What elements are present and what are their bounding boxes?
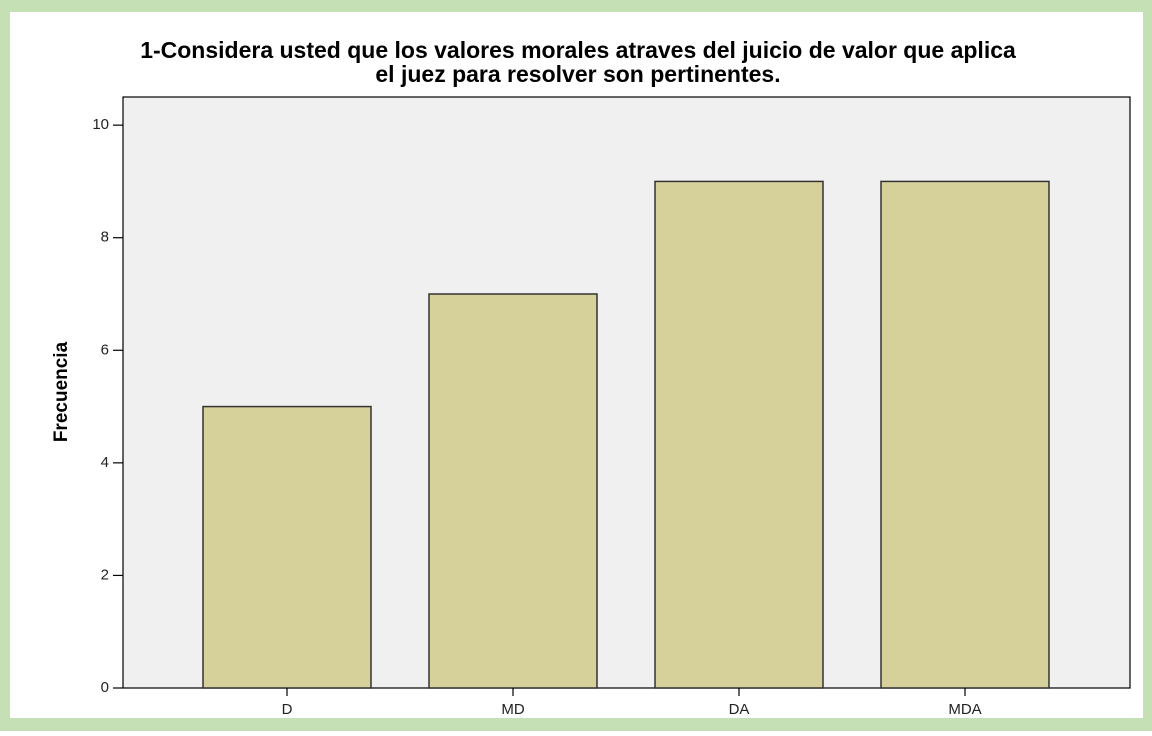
- chart-title: 1-Considera usted que los valores morale…: [140, 37, 1016, 63]
- bar: [428, 293, 598, 689]
- y-tick-label: 8: [101, 229, 109, 246]
- x-tick-label: MDA: [948, 701, 981, 718]
- frame-bottom: [0, 718, 1152, 731]
- y-tick-label: 2: [101, 566, 109, 583]
- y-tick-label: 0: [101, 679, 109, 696]
- bar: [202, 405, 372, 689]
- bar: [654, 180, 824, 689]
- x-tick-label: MD: [501, 701, 524, 718]
- y-tick-label: 6: [101, 341, 109, 358]
- y-tick-label: 4: [101, 454, 109, 471]
- y-tick-label: 10: [92, 116, 109, 133]
- x-tick-label: D: [282, 701, 293, 718]
- chart-title: el juez para resolver son pertinentes.: [375, 61, 780, 87]
- y-axis-label: Frecuencia: [51, 341, 72, 442]
- bar: [880, 180, 1050, 689]
- x-tick-label: DA: [729, 701, 750, 718]
